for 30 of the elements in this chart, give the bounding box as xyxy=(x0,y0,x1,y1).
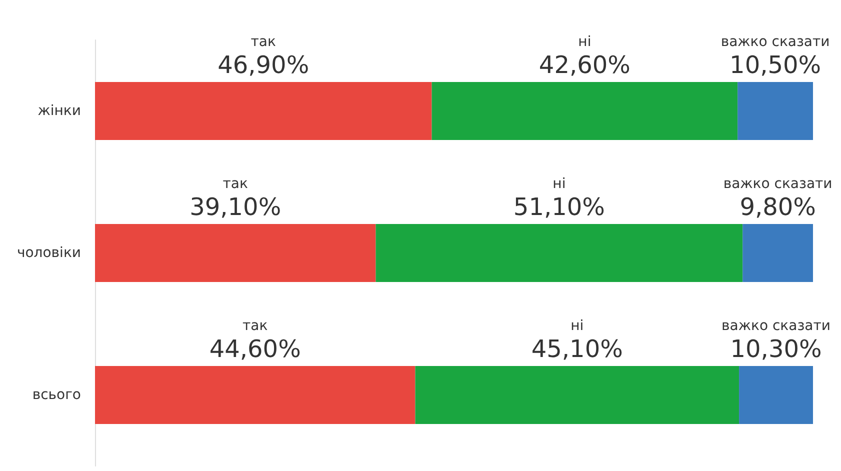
y-tick-label: жінки xyxy=(38,103,81,119)
bar xyxy=(738,82,813,140)
data-label: 39,10% xyxy=(190,193,282,221)
data-label: 45,10% xyxy=(531,335,623,363)
bar xyxy=(432,82,738,140)
text: важко сказати xyxy=(722,318,830,334)
bar xyxy=(95,224,376,282)
text: ні xyxy=(578,34,592,50)
bar xyxy=(742,224,813,282)
text: ні xyxy=(552,176,566,192)
bar xyxy=(376,224,743,282)
data-label: 51,10% xyxy=(513,193,605,221)
data-label: 42,60% xyxy=(538,51,630,79)
y-tick-label: всього xyxy=(32,387,81,403)
data-label: 44,60% xyxy=(209,335,301,363)
data-label: 46,90% xyxy=(218,51,310,79)
data-label: 9,80% xyxy=(740,193,816,221)
bar xyxy=(95,366,416,424)
bar xyxy=(95,82,432,140)
bar xyxy=(415,366,740,424)
text: важко сказати xyxy=(720,34,830,50)
text: ні xyxy=(570,318,584,334)
data-label: 10,50% xyxy=(730,51,822,79)
text: так xyxy=(250,34,276,50)
text: важко сказати xyxy=(723,176,832,192)
y-tick-label: чоловіки xyxy=(16,245,81,261)
data-label: 10,30% xyxy=(730,335,822,363)
bar xyxy=(739,366,813,424)
text: так xyxy=(242,318,268,334)
text: так xyxy=(222,176,248,192)
